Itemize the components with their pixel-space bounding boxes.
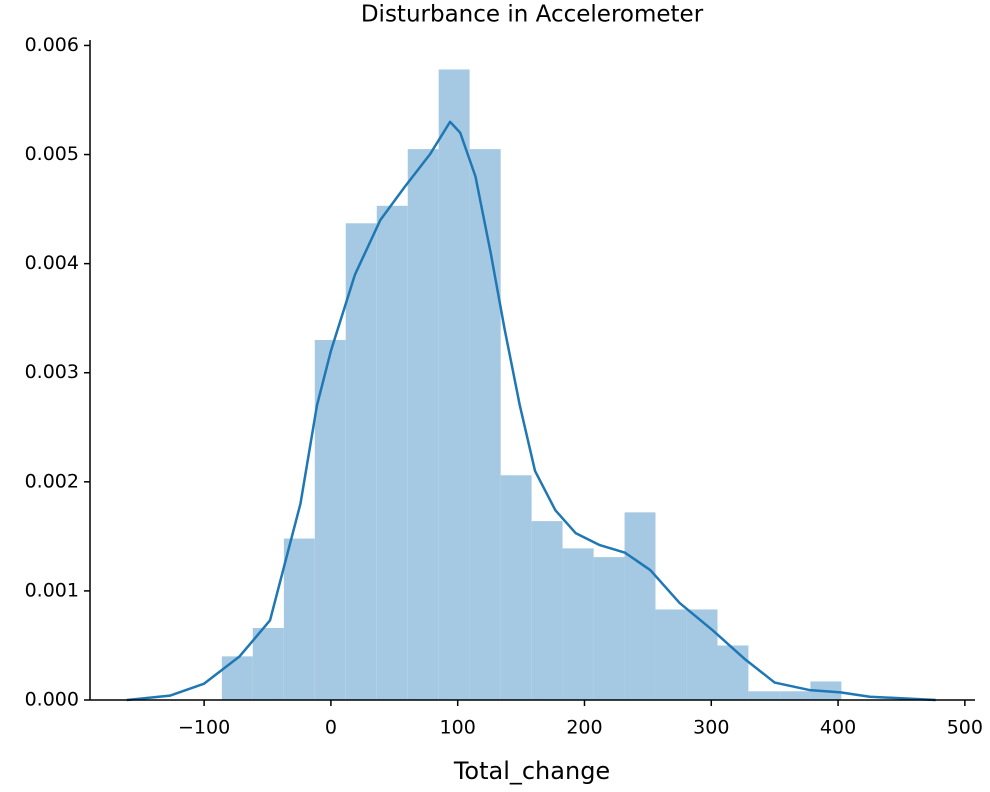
histogram-bar	[500, 475, 532, 700]
x-tick-label: 400	[820, 717, 856, 739]
histogram-bar	[469, 149, 501, 700]
histogram-bar	[531, 521, 563, 700]
histogram-bar	[748, 691, 780, 700]
histogram-bar	[593, 557, 625, 700]
y-tick-label: 0.003	[25, 361, 79, 383]
histogram-bar	[717, 645, 749, 700]
histogram-bar	[624, 512, 656, 700]
histogram-bar	[283, 538, 315, 700]
histogram-bar	[314, 340, 346, 700]
x-axis-label: Total_change	[453, 757, 610, 785]
x-tick-label: 300	[693, 717, 729, 739]
histogram-bar	[686, 609, 718, 700]
x-tick-label: 500	[947, 717, 983, 739]
histogram-bar	[345, 223, 377, 701]
x-tick-label: −100	[178, 717, 230, 739]
y-tick-label: 0.000	[25, 689, 79, 711]
histogram-bar	[407, 149, 439, 700]
histogram-bar	[562, 548, 594, 700]
x-tick-label: 100	[440, 717, 476, 739]
y-tick-label: 0.004	[25, 252, 79, 274]
y-tick-label: 0.006	[25, 34, 79, 56]
y-tick-label: 0.005	[25, 143, 79, 165]
kde-line	[126, 120, 936, 702]
histogram-bar	[221, 656, 253, 700]
histogram-bar	[376, 205, 408, 700]
x-tick-label: 200	[566, 717, 602, 739]
chart-title: Disturbance in Accelerometer	[361, 2, 704, 28]
histogram-bar	[779, 691, 811, 700]
histogram-bar	[438, 69, 470, 701]
y-tick-label: 0.002	[25, 470, 79, 492]
x-tick-label: 0	[325, 717, 337, 739]
histogram-bar	[252, 628, 284, 700]
histogram-bar	[655, 609, 687, 700]
y-tick-label: 0.001	[25, 579, 79, 601]
